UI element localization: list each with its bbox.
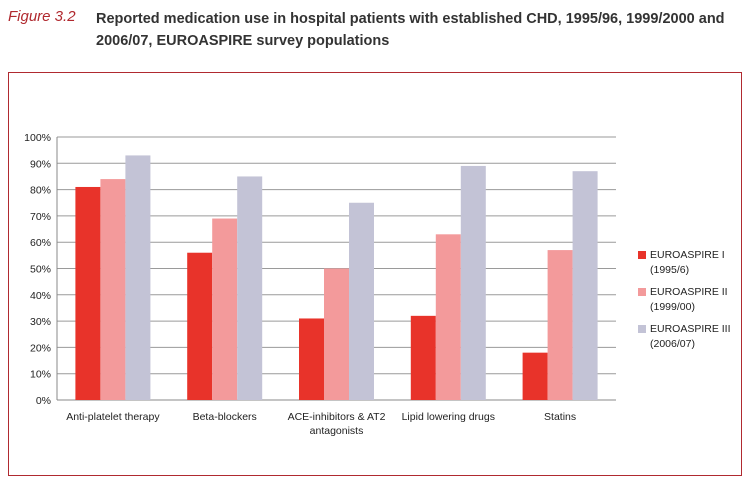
bar	[299, 318, 324, 400]
bar	[324, 268, 349, 400]
y-tick-label: 10%	[30, 369, 51, 381]
y-tick-label: 20%	[30, 342, 51, 354]
bar	[75, 186, 101, 400]
bar	[522, 352, 548, 400]
x-tick-label: Anti-platelet therapy	[66, 411, 160, 423]
y-tick-label: 60%	[30, 237, 51, 249]
y-tick-label: 100%	[24, 132, 51, 144]
legend-label: (1999/00)	[650, 301, 695, 313]
x-tick-label: antagonists	[310, 425, 364, 437]
bar	[435, 234, 461, 400]
figure-label: Figure 3.2	[8, 8, 76, 25]
x-tick-label: Lipid lowering drugs	[402, 411, 495, 423]
bar	[460, 165, 486, 400]
chart-frame	[8, 72, 742, 476]
y-tick-label: 80%	[30, 185, 51, 197]
x-tick-label: Statins	[544, 411, 576, 423]
legend-swatch	[638, 288, 646, 296]
bar	[237, 176, 263, 400]
bar	[125, 155, 151, 400]
y-tick-label: 30%	[30, 316, 51, 328]
y-tick-label: 40%	[30, 290, 51, 302]
legend-label: EUROASPIRE I	[650, 249, 725, 261]
bar	[212, 218, 238, 400]
bar	[547, 250, 573, 400]
legend-label: (1995/6)	[650, 264, 689, 276]
bar	[187, 252, 213, 400]
y-tick-label: 0%	[36, 395, 51, 407]
bar	[572, 171, 598, 400]
x-tick-label: ACE-inhibitors & AT2	[288, 411, 386, 423]
legend-swatch	[638, 251, 646, 259]
legend-swatch	[638, 325, 646, 333]
bar	[410, 315, 436, 400]
legend-label: EUROASPIRE III	[650, 323, 731, 335]
y-tick-label: 50%	[30, 264, 51, 276]
figure-caption: Reported medication use in hospital pati…	[96, 11, 725, 49]
bar	[349, 202, 374, 400]
y-tick-label: 90%	[30, 158, 51, 170]
bar	[100, 179, 126, 400]
legend-label: (2006/07)	[650, 338, 695, 350]
y-tick-label: 70%	[30, 211, 51, 223]
x-tick-label: Beta-blockers	[193, 411, 257, 423]
legend-label: EUROASPIRE II	[650, 286, 728, 298]
